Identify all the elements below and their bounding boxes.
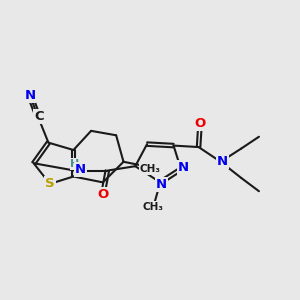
Text: N: N	[217, 155, 228, 168]
Text: O: O	[97, 188, 109, 201]
Text: N: N	[75, 163, 86, 176]
Text: S: S	[45, 177, 55, 190]
Text: O: O	[194, 117, 206, 130]
Text: N: N	[24, 89, 35, 102]
Text: N: N	[178, 161, 189, 174]
Text: H: H	[70, 159, 80, 169]
Text: CH₃: CH₃	[140, 164, 160, 174]
Text: N: N	[156, 178, 167, 191]
Text: C: C	[34, 110, 43, 123]
Text: CH₃: CH₃	[142, 202, 164, 212]
